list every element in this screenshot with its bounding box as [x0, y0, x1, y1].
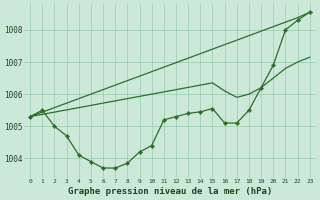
- X-axis label: Graphe pression niveau de la mer (hPa): Graphe pression niveau de la mer (hPa): [68, 187, 272, 196]
